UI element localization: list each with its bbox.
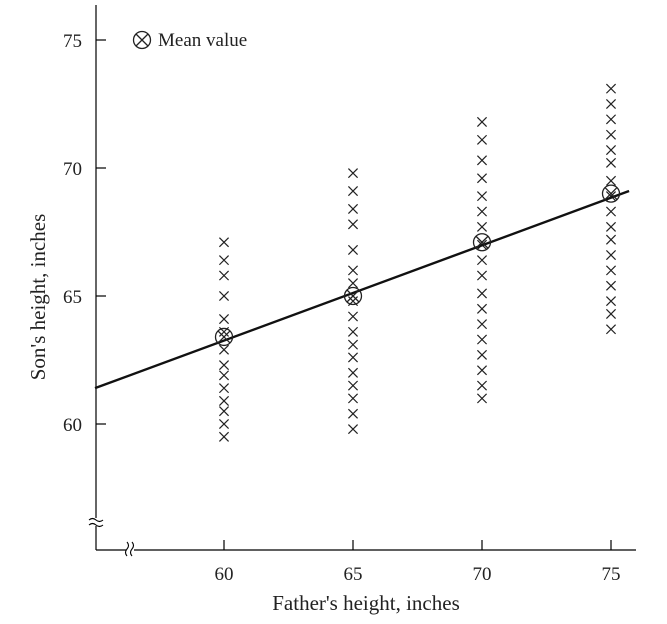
mean-marker [343, 286, 363, 306]
observation-point [218, 344, 230, 355]
y-tick-label-60: 60 [63, 415, 82, 436]
observation-point [476, 288, 488, 299]
y-ticks: 60 65 70 75 [63, 31, 106, 436]
x-tick-label-60: 60 [215, 564, 234, 585]
observation-point [605, 98, 617, 110]
observation-point [218, 395, 230, 406]
y-tick-label-65: 65 [63, 287, 82, 308]
x-axis-break-mark [124, 541, 135, 557]
x-tick-label-65: 65 [344, 564, 363, 585]
observation-point [347, 339, 359, 350]
observation-point [218, 314, 230, 325]
mean-marker [214, 327, 234, 347]
observation-point [476, 349, 488, 360]
observation-point [605, 308, 617, 319]
observation-point [476, 365, 488, 376]
observation-point [476, 303, 488, 314]
x-tick-label-75: 75 [602, 564, 621, 585]
observation-point [347, 393, 359, 404]
legend: Mean value [132, 30, 247, 51]
observation-point [605, 324, 617, 335]
observation-point [476, 334, 488, 345]
observation-point [347, 219, 359, 230]
observation-point [476, 206, 488, 217]
observation-point [605, 221, 617, 232]
observation-point [347, 311, 359, 322]
observation-point [347, 203, 359, 214]
observation-point [347, 168, 359, 179]
observation-point [218, 270, 230, 281]
regression-line [94, 189, 630, 390]
observation-point [218, 418, 230, 430]
mean-marker-cross [475, 235, 489, 249]
observation-point [218, 383, 230, 394]
observation-point [347, 367, 359, 378]
y-tick-label-70: 70 [63, 159, 82, 180]
observation-point [605, 234, 617, 245]
observation-point [605, 175, 617, 186]
observation-point [347, 244, 359, 255]
mean-marker-cross [346, 289, 360, 303]
observation-point [605, 250, 617, 261]
observation-point [218, 431, 230, 442]
observation-point [476, 221, 488, 232]
observation-point [347, 424, 359, 435]
observation-point [218, 290, 230, 302]
observation-point [347, 380, 359, 391]
observation-point [476, 380, 488, 391]
observation-point [347, 408, 359, 419]
observation-point [476, 155, 488, 166]
mean-marker [472, 233, 492, 252]
mean-marker-cross [604, 187, 618, 201]
y-tick-label-75: 75 [63, 31, 82, 52]
legend-label: Mean value [158, 30, 247, 51]
observations [218, 83, 617, 442]
observation-point [476, 134, 488, 145]
observation-point [605, 129, 617, 140]
mean-markers [214, 184, 621, 347]
x-ticks: 60 65 70 75 [215, 540, 621, 585]
observation-point [347, 265, 359, 276]
legend-mean-marker-cross [135, 33, 149, 47]
mean-marker-cross [217, 330, 231, 344]
observation-point [605, 114, 617, 125]
observation-point [476, 116, 488, 127]
x-axis-label: Father's height, inches [272, 591, 460, 615]
observation-point [347, 352, 359, 363]
observation-point [605, 265, 617, 276]
observation-point [605, 157, 617, 168]
observation-point [476, 173, 488, 184]
observation-point [476, 191, 488, 202]
observation-point [347, 326, 359, 337]
axes [88, 5, 636, 557]
observation-point [476, 270, 488, 281]
observation-point [605, 280, 617, 291]
observation-point [605, 83, 617, 94]
observation-point [218, 370, 230, 381]
observation-point [347, 186, 359, 197]
mean-marker [601, 184, 621, 203]
observation-point [476, 393, 488, 404]
x-tick-label-70: 70 [473, 564, 492, 585]
observation-point [605, 145, 617, 156]
observation-point [476, 255, 488, 266]
legend-mean-marker [132, 30, 152, 50]
observation-point [218, 255, 230, 266]
observation-point [218, 237, 230, 248]
observation-point [605, 206, 617, 217]
y-axis-label: Son's height, inches [26, 214, 50, 381]
observation-point [347, 278, 359, 289]
y-axis-break-mark [88, 517, 104, 528]
observation-point [218, 406, 230, 417]
observation-point [476, 319, 488, 330]
observation-point [605, 296, 617, 307]
observation-point [218, 360, 230, 371]
